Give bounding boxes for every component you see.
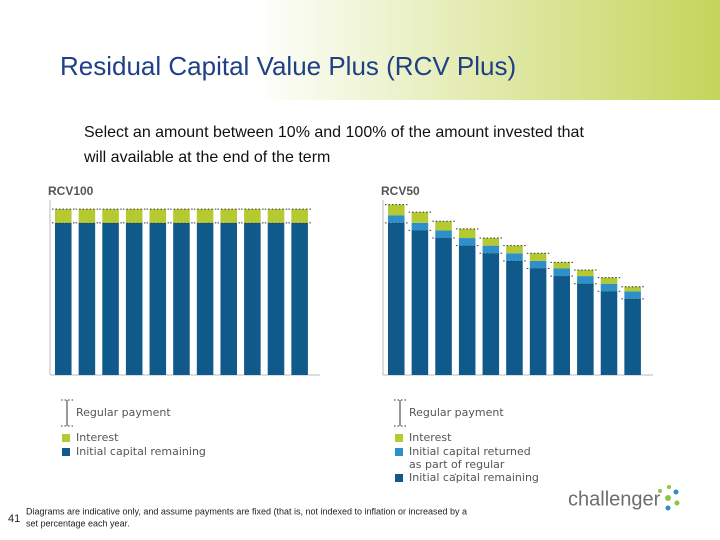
bar-segment: [506, 253, 523, 261]
bar-segment: [173, 222, 190, 375]
bar-segment: [102, 209, 119, 223]
bar-segment: [149, 209, 167, 223]
legend-label: Regular payment: [409, 406, 504, 419]
bar-segment: [388, 204, 405, 216]
bar-segment: [577, 276, 594, 284]
bar-segment: [78, 209, 96, 223]
legend-label: Initial capital remaining: [409, 471, 539, 484]
bar-segment: [411, 230, 429, 375]
bar-segment: [55, 209, 72, 223]
bar-segment: [267, 222, 285, 375]
legend-label-box: Initial capital returned as part of regu…: [409, 445, 531, 475]
bar-segment: [55, 222, 72, 375]
bar-segment: [291, 209, 308, 223]
bar-segment: [125, 209, 143, 223]
bar-segment: [411, 222, 429, 231]
bar-segment: [78, 222, 96, 375]
bar-segment: [125, 222, 143, 375]
bar-segment: [482, 238, 500, 246]
legend-label-box: Initial capital remaining: [76, 445, 206, 458]
legend-label: Initial capital remaining: [76, 445, 206, 458]
bar-segment: [102, 222, 119, 375]
bar-segment: [149, 222, 167, 375]
legend-swatch: [395, 434, 403, 442]
bar-segment: [458, 238, 476, 246]
footnote: Diagrams are indicative only, and assume…: [26, 506, 467, 516]
bar-segment: [388, 222, 405, 375]
bar-segment: [244, 222, 261, 375]
legend-swatch: [62, 434, 70, 442]
legend-label: Initial capital returned as part of regu…: [409, 445, 531, 475]
bar-segment: [600, 283, 618, 292]
bar-segment: [577, 270, 594, 277]
legend-label-box: Interest: [76, 431, 119, 444]
subtitle: will available at the end of the term: [83, 149, 330, 166]
bar-segment: [553, 262, 570, 269]
footnote: set percentage each year.: [26, 518, 130, 528]
legend-label-box: Regular payment: [76, 406, 171, 419]
bar-segment: [173, 209, 190, 223]
logo-text: challenger: [568, 488, 661, 510]
bar-segment: [600, 291, 618, 375]
chart-title: RCV100: [48, 184, 94, 198]
bar-segment: [506, 260, 523, 375]
bar-segment: [244, 209, 261, 223]
slide-title: Residual Capital Value Plus (RCV Plus): [60, 51, 516, 81]
chart-title: RCV50: [381, 184, 420, 198]
bar-segment: [600, 277, 618, 284]
bar-segment: [458, 245, 476, 375]
logo-icon: [658, 485, 680, 511]
bar-segment: [291, 222, 308, 375]
header-band: [0, 0, 720, 100]
legend-label-box: Initial capital remaining: [409, 471, 539, 484]
legend-swatch: [62, 448, 70, 456]
page-number: 41: [8, 513, 20, 525]
legend-label: Interest: [409, 431, 452, 444]
legend-label: Interest: [76, 431, 119, 444]
bar-segment: [220, 222, 237, 375]
bar-segment: [529, 253, 547, 261]
bar-segment: [435, 221, 452, 231]
bar-segment: [624, 291, 641, 299]
legend-label: Regular payment: [76, 406, 171, 419]
bar-segment: [267, 209, 285, 223]
bar-segment: [458, 228, 476, 239]
legend-label-box: Interest: [409, 431, 452, 444]
bar-segment: [196, 209, 214, 223]
bar-segment: [482, 253, 500, 375]
subtitle: Select an amount between 10% and 100% of…: [84, 124, 584, 141]
legend-label-box: Regular payment: [409, 406, 504, 419]
bar-segment: [435, 238, 452, 375]
bar-segment: [529, 268, 547, 375]
bar-segment: [482, 245, 500, 254]
bar-segment: [435, 230, 452, 239]
bar-segment: [553, 268, 570, 277]
bar-segment: [411, 212, 429, 223]
bar-segment: [388, 215, 405, 223]
legend-swatch: [395, 474, 403, 482]
bar-segment: [506, 245, 523, 254]
bar-segment: [529, 260, 547, 269]
bar-segment: [220, 209, 237, 223]
bar-segment: [577, 283, 594, 375]
bar-segment: [624, 298, 641, 375]
legend-swatch: [395, 448, 403, 456]
bar-segment: [624, 286, 641, 292]
bar-segment: [196, 222, 214, 375]
bar-segment: [553, 276, 570, 375]
